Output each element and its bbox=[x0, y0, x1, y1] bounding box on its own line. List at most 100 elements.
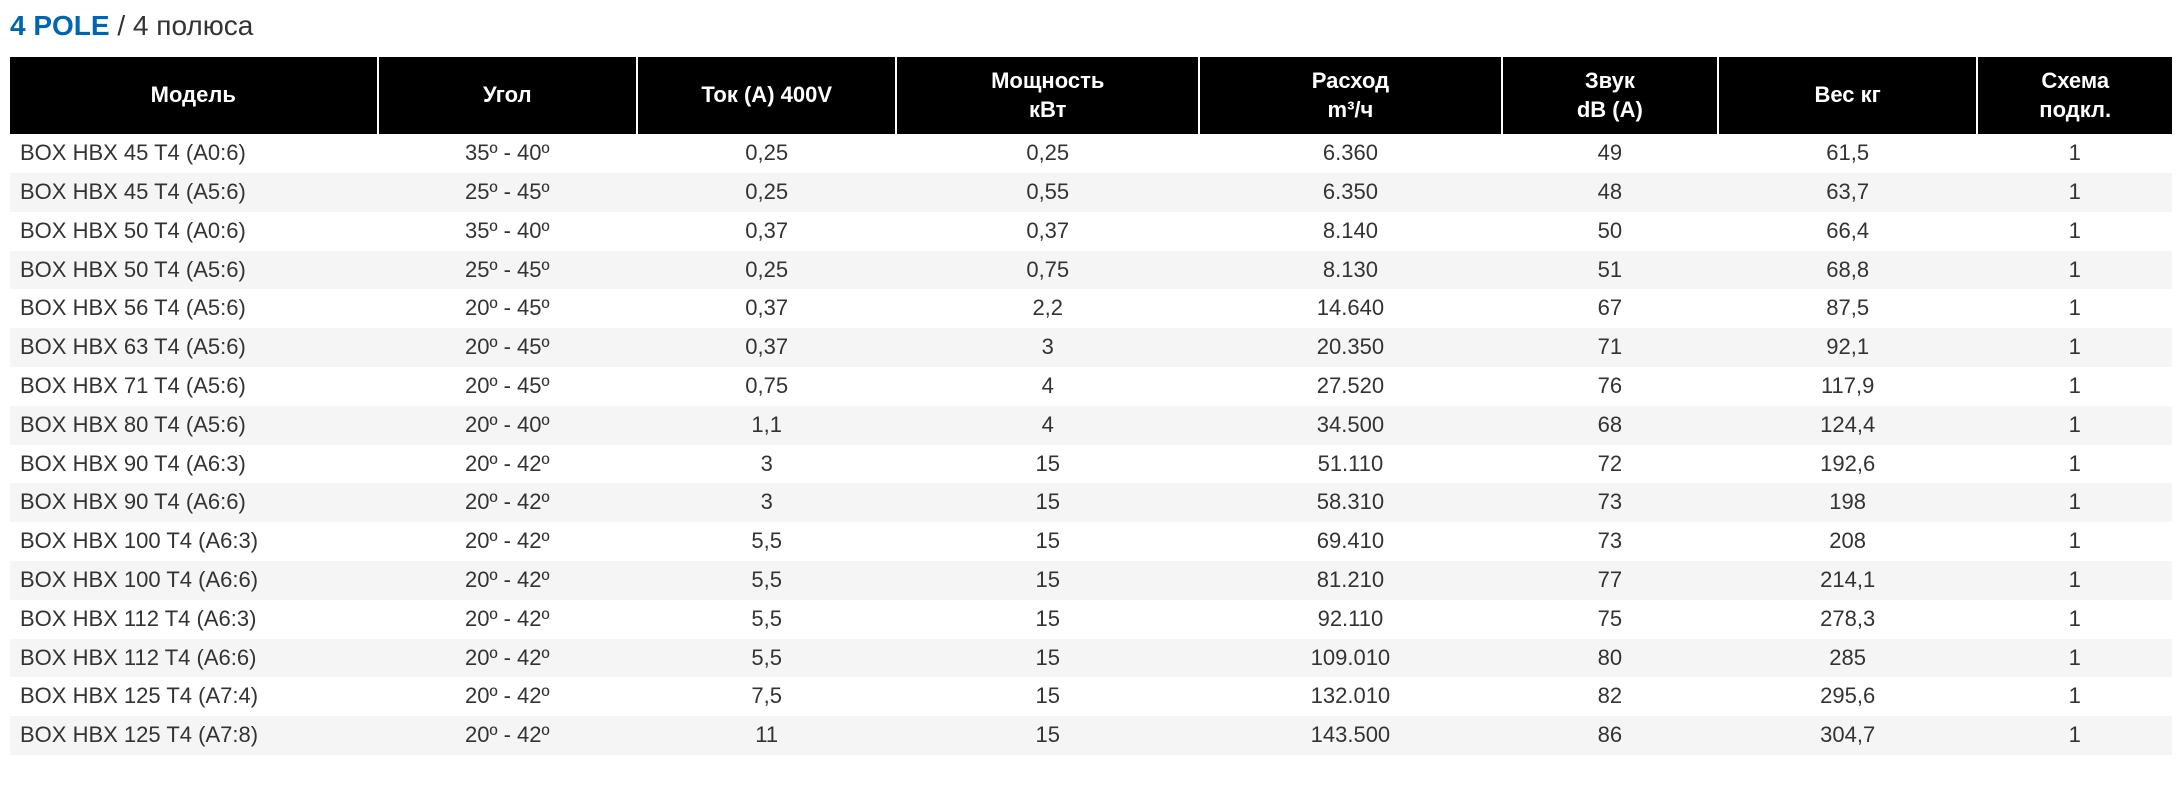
cell-flow: 58.310 bbox=[1199, 483, 1502, 522]
cell-model: BOX HBX 112 T4 (A6:6) bbox=[10, 639, 378, 678]
table-row: BOX HBX 112 T4 (A6:3)20º - 42º5,51592.11… bbox=[10, 600, 2172, 639]
cell-scheme: 1 bbox=[1977, 677, 2172, 716]
cell-current: 11 bbox=[637, 716, 896, 755]
cell-sound: 67 bbox=[1502, 289, 1718, 328]
cell-weight: 66,4 bbox=[1718, 212, 1977, 251]
cell-flow: 27.520 bbox=[1199, 367, 1502, 406]
cell-weight: 63,7 bbox=[1718, 173, 1977, 212]
table-row: BOX HBX 100 T4 (A6:3)20º - 42º5,51569.41… bbox=[10, 522, 2172, 561]
cell-sound: 77 bbox=[1502, 561, 1718, 600]
cell-sound: 73 bbox=[1502, 522, 1718, 561]
cell-angle: 20º - 42º bbox=[378, 483, 637, 522]
cell-power: 0,25 bbox=[896, 134, 1199, 173]
cell-weight: 124,4 bbox=[1718, 406, 1977, 445]
cell-weight: 192,6 bbox=[1718, 445, 1977, 484]
cell-scheme: 1 bbox=[1977, 716, 2172, 755]
cell-current: 5,5 bbox=[637, 600, 896, 639]
cell-sound: 73 bbox=[1502, 483, 1718, 522]
cell-flow: 81.210 bbox=[1199, 561, 1502, 600]
cell-scheme: 1 bbox=[1977, 328, 2172, 367]
cell-current: 0,75 bbox=[637, 367, 896, 406]
col-header-sound: ЗвукdB (A) bbox=[1502, 57, 1718, 134]
cell-current: 3 bbox=[637, 445, 896, 484]
table-row: BOX HBX 45 T4 (A5:6)25º - 45º0,250,556.3… bbox=[10, 173, 2172, 212]
table-row: BOX HBX 90 T4 (A6:3)20º - 42º31551.11072… bbox=[10, 445, 2172, 484]
cell-power: 15 bbox=[896, 639, 1199, 678]
table-row: BOX HBX 112 T4 (A6:6)20º - 42º5,515109.0… bbox=[10, 639, 2172, 678]
cell-power: 15 bbox=[896, 677, 1199, 716]
cell-power: 4 bbox=[896, 367, 1199, 406]
cell-angle: 25º - 45º bbox=[378, 173, 637, 212]
cell-angle: 20º - 42º bbox=[378, 445, 637, 484]
cell-model: BOX HBX 100 T4 (A6:6) bbox=[10, 561, 378, 600]
cell-scheme: 1 bbox=[1977, 639, 2172, 678]
col-header-angle: Угол bbox=[378, 57, 637, 134]
cell-model: BOX HBX 50 T4 (A0:6) bbox=[10, 212, 378, 251]
cell-model: BOX HBX 45 T4 (A0:6) bbox=[10, 134, 378, 173]
col-header-weight: Вес кг bbox=[1718, 57, 1977, 134]
cell-model: BOX HBX 90 T4 (A6:6) bbox=[10, 483, 378, 522]
table-row: BOX HBX 125 T4 (A7:8)20º - 42º1115143.50… bbox=[10, 716, 2172, 755]
cell-sound: 49 bbox=[1502, 134, 1718, 173]
cell-weight: 117,9 bbox=[1718, 367, 1977, 406]
cell-model: BOX HBX 56 T4 (A5:6) bbox=[10, 289, 378, 328]
cell-current: 5,5 bbox=[637, 522, 896, 561]
title-bold: 4 POLE bbox=[10, 10, 110, 41]
cell-scheme: 1 bbox=[1977, 483, 2172, 522]
cell-power: 15 bbox=[896, 522, 1199, 561]
cell-weight: 295,6 bbox=[1718, 677, 1977, 716]
cell-power: 15 bbox=[896, 600, 1199, 639]
table-row: BOX HBX 71 T4 (A5:6)20º - 45º0,75427.520… bbox=[10, 367, 2172, 406]
cell-flow: 143.500 bbox=[1199, 716, 1502, 755]
cell-power: 15 bbox=[896, 445, 1199, 484]
cell-current: 0,25 bbox=[637, 251, 896, 290]
col-header-flow: Расходm³/ч bbox=[1199, 57, 1502, 134]
cell-weight: 61,5 bbox=[1718, 134, 1977, 173]
cell-weight: 87,5 bbox=[1718, 289, 1977, 328]
cell-weight: 198 bbox=[1718, 483, 1977, 522]
cell-weight: 278,3 bbox=[1718, 600, 1977, 639]
cell-angle: 20º - 42º bbox=[378, 600, 637, 639]
cell-scheme: 1 bbox=[1977, 522, 2172, 561]
cell-scheme: 1 bbox=[1977, 406, 2172, 445]
cell-flow: 92.110 bbox=[1199, 600, 1502, 639]
cell-power: 0,55 bbox=[896, 173, 1199, 212]
cell-scheme: 1 bbox=[1977, 173, 2172, 212]
cell-sound: 51 bbox=[1502, 251, 1718, 290]
cell-model: BOX HBX 50 T4 (A5:6) bbox=[10, 251, 378, 290]
specs-table: Модель Угол Ток (А) 400V МощностькВт Рас… bbox=[10, 57, 2172, 755]
cell-scheme: 1 bbox=[1977, 600, 2172, 639]
table-row: BOX HBX 125 T4 (A7:4)20º - 42º7,515132.0… bbox=[10, 677, 2172, 716]
cell-power: 15 bbox=[896, 716, 1199, 755]
cell-model: BOX HBX 125 T4 (A7:8) bbox=[10, 716, 378, 755]
cell-model: BOX HBX 80 T4 (A5:6) bbox=[10, 406, 378, 445]
cell-current: 1,1 bbox=[637, 406, 896, 445]
table-row: BOX HBX 63 T4 (A5:6)20º - 45º0,37320.350… bbox=[10, 328, 2172, 367]
cell-weight: 92,1 bbox=[1718, 328, 1977, 367]
cell-angle: 20º - 42º bbox=[378, 677, 637, 716]
cell-model: BOX HBX 63 T4 (A5:6) bbox=[10, 328, 378, 367]
table-row: BOX HBX 90 T4 (A6:6)20º - 42º31558.31073… bbox=[10, 483, 2172, 522]
table-header: Модель Угол Ток (А) 400V МощностькВт Рас… bbox=[10, 57, 2172, 134]
title-rest: / 4 полюса bbox=[110, 10, 254, 41]
cell-current: 0,37 bbox=[637, 212, 896, 251]
cell-scheme: 1 bbox=[1977, 289, 2172, 328]
cell-current: 0,25 bbox=[637, 134, 896, 173]
cell-sound: 76 bbox=[1502, 367, 1718, 406]
cell-power: 4 bbox=[896, 406, 1199, 445]
cell-sound: 80 bbox=[1502, 639, 1718, 678]
cell-scheme: 1 bbox=[1977, 251, 2172, 290]
cell-flow: 69.410 bbox=[1199, 522, 1502, 561]
cell-flow: 8.140 bbox=[1199, 212, 1502, 251]
cell-angle: 20º - 42º bbox=[378, 639, 637, 678]
cell-angle: 20º - 42º bbox=[378, 716, 637, 755]
cell-model: BOX HBX 112 T4 (A6:3) bbox=[10, 600, 378, 639]
col-header-current: Ток (А) 400V bbox=[637, 57, 896, 134]
cell-current: 0,25 bbox=[637, 173, 896, 212]
table-row: BOX HBX 100 T4 (A6:6)20º - 42º5,51581.21… bbox=[10, 561, 2172, 600]
table-row: BOX HBX 80 T4 (A5:6)20º - 40º1,1434.5006… bbox=[10, 406, 2172, 445]
cell-flow: 20.350 bbox=[1199, 328, 1502, 367]
cell-scheme: 1 bbox=[1977, 212, 2172, 251]
cell-scheme: 1 bbox=[1977, 561, 2172, 600]
cell-angle: 35º - 40º bbox=[378, 134, 637, 173]
